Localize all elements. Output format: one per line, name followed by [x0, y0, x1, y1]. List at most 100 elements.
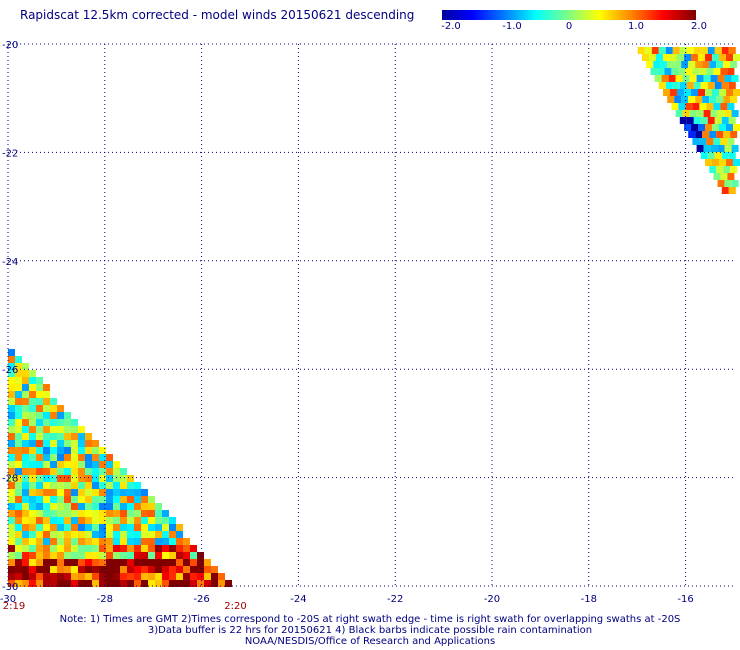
- wind-cell: [71, 531, 78, 538]
- wind-cell: [57, 412, 64, 419]
- wind-cell: [113, 489, 120, 496]
- wind-cell: [714, 117, 722, 124]
- wind-cell: [64, 566, 71, 573]
- wind-cell: [141, 545, 148, 552]
- wind-cell: [57, 454, 64, 461]
- wind-cell: [78, 510, 85, 517]
- wind-cell: [714, 82, 722, 89]
- wind-cell: [29, 580, 36, 587]
- wind-cell: [674, 61, 682, 68]
- wind-cell: [663, 89, 670, 96]
- wind-cell: [64, 475, 71, 482]
- wind-cell: [78, 517, 85, 524]
- wind-cell: [50, 531, 57, 538]
- wind-cell: [113, 496, 120, 503]
- wind-cell: [141, 517, 148, 524]
- wind-cell: [36, 426, 43, 433]
- wind-cell: [726, 159, 733, 166]
- wind-cell: [85, 468, 92, 475]
- wind-cell: [36, 510, 43, 517]
- wind-cell: [8, 461, 15, 468]
- wind-cell: [106, 573, 113, 580]
- wind-cell: [113, 461, 120, 468]
- wind-cell: [50, 447, 57, 454]
- wind-cell: [22, 545, 29, 552]
- wind-cell: [696, 75, 704, 82]
- wind-cell: [672, 47, 680, 54]
- wind-cell: [50, 398, 57, 405]
- wind-cell: [120, 531, 127, 538]
- wind-cell: [657, 68, 665, 75]
- wind-cell: [106, 552, 113, 559]
- wind-cell: [716, 131, 724, 138]
- wind-cell: [688, 61, 696, 68]
- wind-cell: [719, 124, 726, 131]
- wind-cell: [689, 110, 697, 117]
- wind-cell: [731, 180, 739, 187]
- wind-cell: [85, 566, 92, 573]
- wind-cell: [155, 503, 162, 510]
- wind-cell: [141, 573, 148, 580]
- lat-tick-label: -20: [2, 40, 18, 51]
- wind-cell: [8, 545, 15, 552]
- wind-cell: [99, 475, 106, 482]
- wind-cell: [681, 61, 689, 68]
- wind-cell: [71, 426, 78, 433]
- wind-cell: [92, 538, 99, 545]
- wind-cell: [8, 552, 15, 559]
- wind-cell: [22, 384, 29, 391]
- wind-cell: [670, 54, 677, 61]
- wind-cell: [15, 489, 22, 496]
- wind-cell: [684, 54, 691, 61]
- wind-cell: [92, 447, 99, 454]
- wind-cell: [29, 510, 36, 517]
- wind-cell: [707, 117, 715, 124]
- wind-cell: [92, 559, 99, 566]
- wind-cell: [120, 496, 127, 503]
- wind-cell: [78, 531, 85, 538]
- wind-cell: [176, 531, 183, 538]
- wind-cell: [36, 398, 43, 405]
- wind-cell: [50, 496, 57, 503]
- wind-cell: [730, 166, 738, 173]
- wind-cell: [36, 461, 43, 468]
- wind-cell: [15, 468, 22, 475]
- wind-cell: [710, 110, 718, 117]
- wind-cell: [719, 159, 726, 166]
- wind-cell: [8, 454, 15, 461]
- wind-cell: [686, 47, 694, 54]
- wind-cell: [22, 426, 29, 433]
- wind-cell: [99, 510, 106, 517]
- wind-cell: [716, 61, 724, 68]
- wind-cell: [176, 524, 183, 531]
- wind-cell: [36, 566, 43, 573]
- time-label: 2:19: [3, 601, 25, 612]
- wind-cell: [36, 419, 43, 426]
- wind-cell: [22, 496, 29, 503]
- wind-cell: [671, 103, 679, 110]
- wind-cell: [127, 503, 134, 510]
- wind-cell: [141, 538, 148, 545]
- wind-cell: [22, 580, 29, 587]
- wind-cell: [700, 82, 708, 89]
- wind-cell: [8, 440, 15, 447]
- wind-cell: [134, 510, 141, 517]
- wind-cell: [691, 124, 698, 131]
- wind-cell: [141, 531, 148, 538]
- wind-cell: [169, 566, 176, 573]
- wind-cell: [721, 152, 729, 159]
- wind-cell: [15, 384, 22, 391]
- wind-cell: [22, 475, 29, 482]
- wind-cell: [162, 531, 169, 538]
- wind-cell: [731, 75, 739, 82]
- wind-cell: [688, 131, 696, 138]
- wind-cell: [99, 447, 106, 454]
- wind-cell: [134, 482, 141, 489]
- wind-cell: [169, 538, 176, 545]
- wind-cell: [719, 54, 726, 61]
- lon-tick-label: -28: [97, 594, 113, 605]
- wind-cell: [8, 489, 15, 496]
- wind-cell: [703, 145, 711, 152]
- wind-cell: [709, 61, 717, 68]
- wind-cell: [36, 559, 43, 566]
